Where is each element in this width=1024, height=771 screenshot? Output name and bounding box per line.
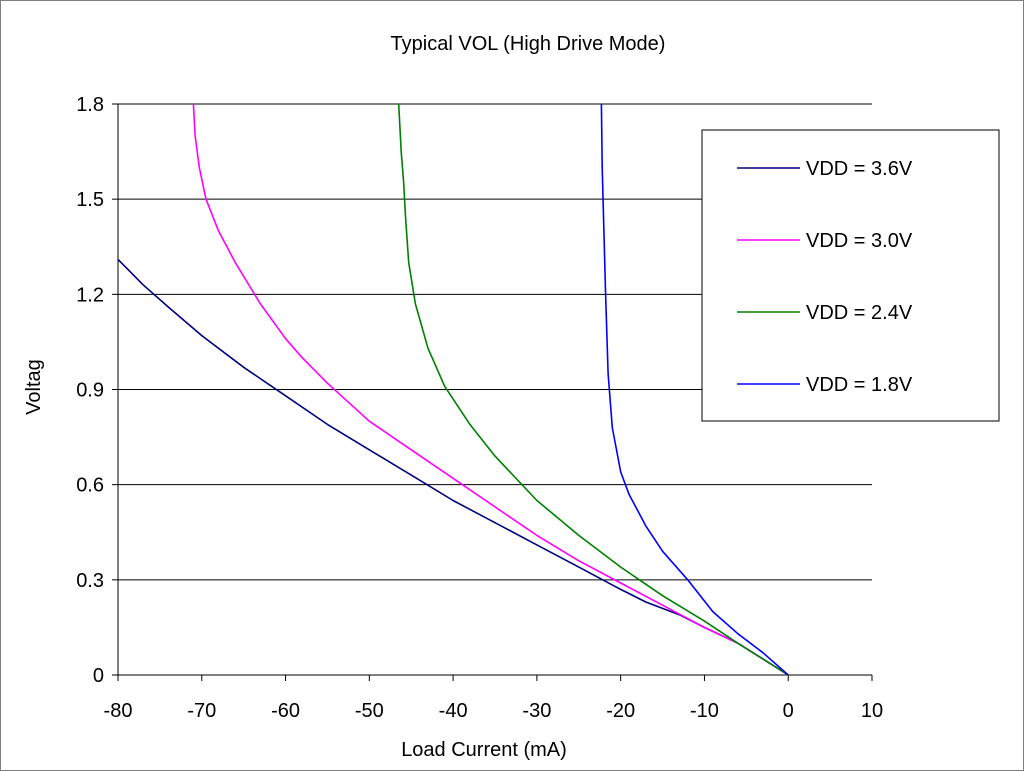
series-lines: [117, 103, 789, 676]
y-tick-label: 0.9: [76, 380, 104, 402]
x-tick-label: -70: [187, 700, 216, 722]
grid-lines: [118, 103, 872, 581]
legend-label: VDD = 3.0V: [806, 230, 913, 252]
legend-label: VDD = 1.8V: [806, 374, 913, 396]
x-tick-label: 10: [861, 700, 883, 722]
axes: [112, 103, 873, 681]
y-axis-label: Voltag: [23, 359, 45, 415]
x-tick-labels: -80 -70 -60 -50 -40 -30 -20 -10 0 10: [104, 700, 884, 722]
y-tick-label: 1.2: [76, 284, 104, 306]
legend: VDD = 3.6V VDD = 3.0V VDD = 2.4V VDD = 1.8V: [701, 129, 1000, 422]
y-tick-labels: 0 0.3 0.6 0.9 1.2 1.5 1.8: [76, 94, 104, 687]
x-tick-label: -50: [355, 700, 384, 722]
x-tick-label: -20: [606, 700, 635, 722]
chart-title: Typical VOL (High Drive Mode): [391, 33, 666, 55]
series-line: [397, 103, 789, 676]
y-tick-label: 1.5: [76, 189, 104, 211]
x-tick-label: -30: [522, 700, 551, 722]
x-tick-label: -40: [439, 700, 468, 722]
x-axis-label: Load Current (mA): [401, 739, 567, 761]
y-tick-label: 0.6: [76, 475, 104, 497]
y-tick-label: 1.8: [76, 94, 104, 116]
y-tick-label: 0.3: [76, 570, 104, 592]
legend-label: VDD = 2.4V: [806, 302, 913, 324]
x-tick-label: -80: [104, 700, 133, 722]
x-tick-label: -10: [690, 700, 719, 722]
series-line: [117, 258, 789, 676]
x-tick-label: -60: [271, 700, 300, 722]
series-line: [600, 103, 789, 676]
legend-label: VDD = 3.6V: [806, 158, 913, 180]
x-tick-label: 0: [783, 700, 794, 722]
series-line: [192, 103, 789, 676]
y-tick-label: 0: [93, 665, 104, 687]
legend-box: [701, 129, 1000, 422]
